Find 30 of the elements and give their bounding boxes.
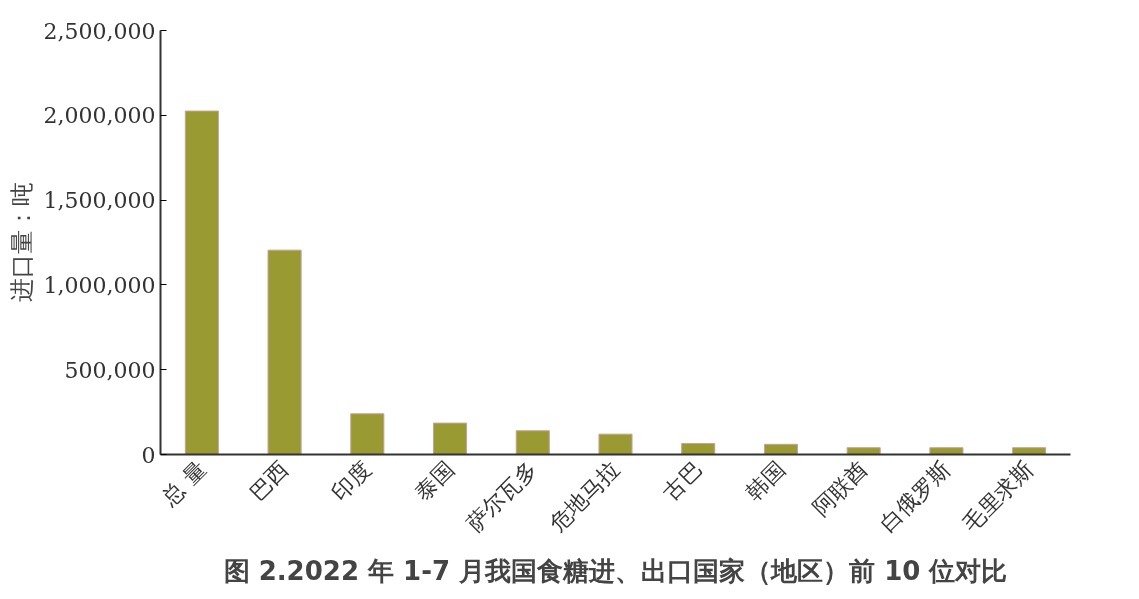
bar [433,422,468,455]
x-tick-label: 印度 [327,456,377,506]
bar [598,433,633,455]
bar [846,447,881,455]
bar [267,249,302,455]
x-tick-label: 萨尔瓦多 [461,456,542,537]
x-tick-label: 阿联酋 [808,456,873,521]
bar [184,110,219,455]
x-tick-label: 巴西 [244,456,294,506]
y-axis-title: 进口量：吨 [7,182,36,303]
bar [1012,447,1047,455]
y-tick-label: 2,000,000 [43,103,156,129]
x-tick-label: 韩国 [740,456,790,506]
y-tick-label: 2,500,000 [43,18,156,44]
bar [350,413,385,455]
bar [681,442,716,455]
y-tick-label: 500,000 [64,357,156,383]
x-tick-label: 古巴 [658,456,708,506]
x-tick-label: 泰国 [410,456,459,506]
bar [763,443,798,455]
y-tick-label: 1,000,000 [43,272,156,298]
y-tick-label: 1,500,000 [43,188,156,214]
x-tick-label: 危地马拉 [544,456,625,537]
x-tick-label: 总 量 [156,456,211,512]
y-tick-label: 0 [141,442,156,468]
x-tick-label: 毛里求斯 [958,456,1038,537]
text: 图 2.2022 年 1-7 月我国食糖进、出口国家（地区）前 10 位对比 [223,555,1008,586]
x-tick-label: 白俄罗斯 [875,456,956,537]
bar [929,447,964,455]
bar [515,430,550,455]
